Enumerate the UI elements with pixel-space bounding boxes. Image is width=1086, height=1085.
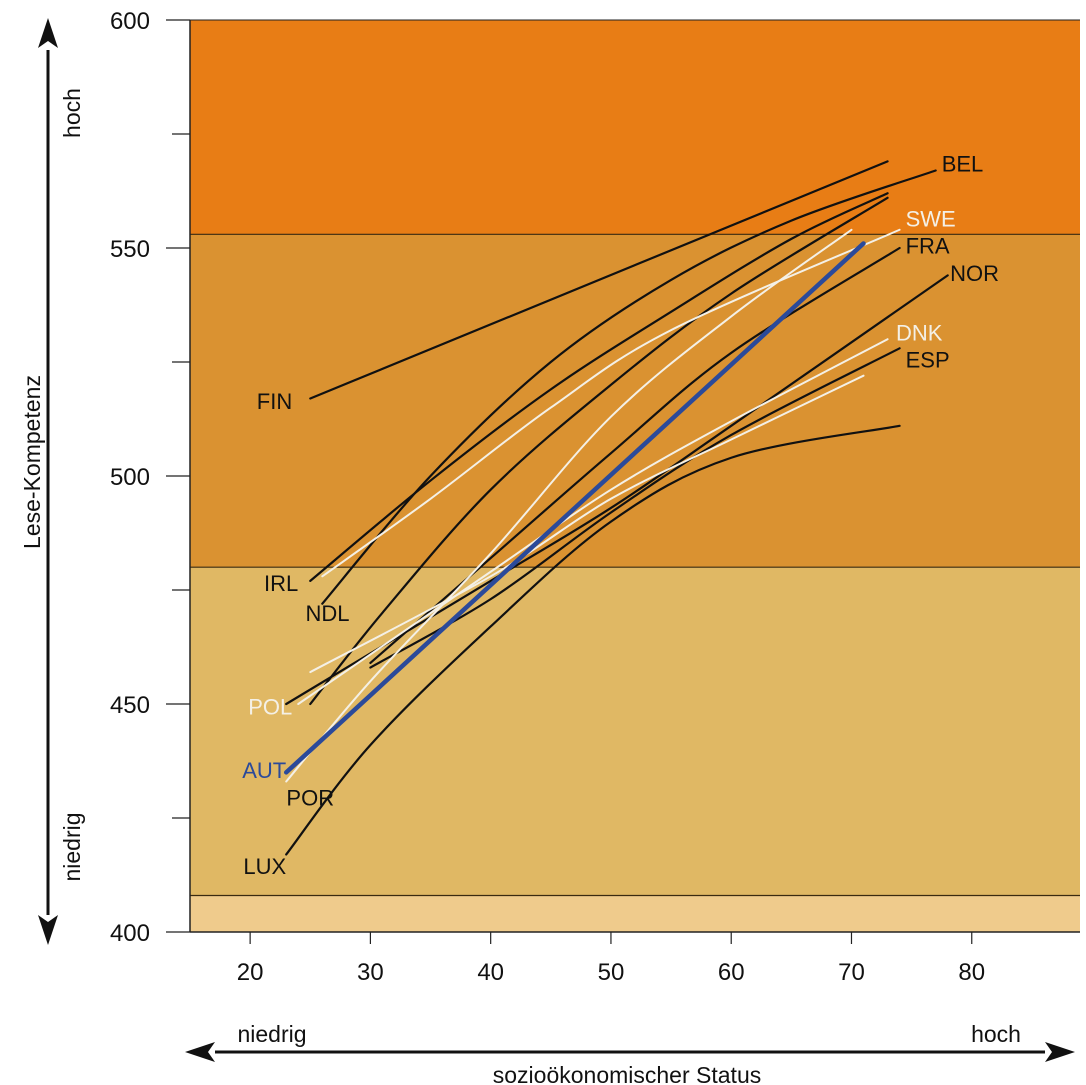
series-line-pol — [309, 374, 865, 674]
y-tick-label: 550 — [110, 236, 150, 263]
x-tick-label: 60 — [718, 959, 745, 986]
x-tick-label: 50 — [598, 959, 625, 986]
y-tick-label: 400 — [110, 920, 150, 947]
competence-band — [190, 895, 1080, 932]
y-axis-arrow — [38, 18, 58, 945]
y-arrow-up-icon — [38, 18, 58, 48]
x-tick-label: 70 — [838, 959, 865, 986]
y-tick-label: 500 — [110, 464, 150, 491]
y-arrow-down-icon — [38, 915, 58, 945]
label-pol: POL — [248, 694, 292, 719]
series-line-esp — [369, 347, 901, 669]
label-bel: BEL — [942, 152, 984, 177]
x-tick-label: 30 — [357, 959, 384, 986]
x-arrow-right-icon — [1045, 1042, 1075, 1062]
label-ndl: NDL — [305, 601, 349, 626]
axis-ticks: 400 450 500 550 600 20 30 40 50 60 70 80 — [110, 8, 985, 986]
x-tick-label: 40 — [477, 959, 504, 986]
x-tick-label: 80 — [958, 959, 985, 986]
competence-band — [190, 20, 1080, 235]
y-tick-label: 450 — [110, 692, 150, 719]
label-swe: SWE — [906, 206, 956, 231]
label-lux: LUX — [243, 854, 286, 879]
label-irl: IRL — [264, 571, 298, 596]
country-lines — [283, 160, 949, 856]
label-esp: ESP — [906, 348, 950, 373]
x-axis-arrow — [185, 1042, 1075, 1062]
x-arrow-left-icon — [185, 1042, 215, 1062]
series-line-ndl — [309, 196, 889, 706]
label-dnk: DNK — [896, 320, 943, 345]
x-axis-high-word: hoch — [971, 1021, 1021, 1047]
y-tick-label: 600 — [110, 8, 150, 35]
label-aut: AUT — [242, 758, 286, 783]
x-tick-label: 20 — [237, 959, 264, 986]
label-fin: FIN — [257, 389, 292, 414]
label-nor: NOR — [950, 261, 999, 286]
series-line-dnk — [297, 338, 889, 705]
competence-bands — [190, 20, 1080, 932]
series-line-swe — [321, 228, 901, 578]
y-axis-title: Lese-Kompetenz — [19, 375, 45, 549]
competence-band — [190, 234, 1080, 568]
competence-band — [190, 567, 1080, 896]
x-axis-title: sozioökonomischer Status — [493, 1062, 761, 1085]
series-line-por — [285, 228, 853, 783]
series-line-irl — [309, 192, 889, 582]
series-line-fin — [309, 160, 889, 400]
x-axis-low-word: niedrig — [237, 1021, 306, 1047]
series-line-nor — [285, 274, 949, 706]
y-axis-low-word: niedrig — [59, 812, 85, 881]
series-line-fra — [369, 246, 901, 665]
series-line-aut — [283, 241, 866, 775]
label-por: POR — [286, 785, 334, 810]
series-line-lux — [285, 424, 901, 856]
label-fra: FRA — [906, 234, 950, 259]
y-axis-high-word: hoch — [59, 88, 85, 138]
